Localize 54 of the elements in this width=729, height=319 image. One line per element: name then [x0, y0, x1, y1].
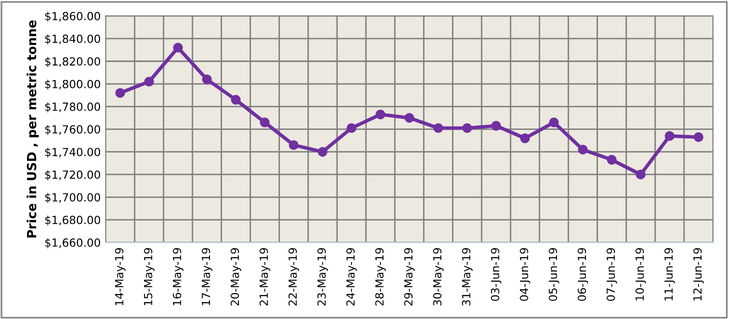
point [173, 42, 183, 53]
x-tick-label: 06-Jun-19 [578, 248, 588, 301]
x-tick-label: 03-Jun-19 [490, 248, 502, 301]
x-tick-label: 12-Jun-19 [693, 248, 704, 300]
point [202, 74, 212, 84]
point [549, 118, 559, 128]
x-tick-label: 22-May-19 [288, 248, 300, 306]
point [318, 146, 328, 157]
y-tick-label: $1,820.00 [45, 57, 100, 68]
x-tick-label: 28-May-19 [375, 248, 386, 306]
point [346, 123, 356, 133]
point [404, 113, 414, 123]
point [144, 76, 154, 86]
x-tick-label: 04-Jun-19 [520, 248, 530, 301]
x-tick-label: 23-May-19 [317, 248, 328, 306]
point [462, 123, 472, 133]
y-tick-label: $1,840.00 [45, 34, 100, 44]
y-tick-label: $1,760.00 [45, 124, 100, 136]
x-tick-label: 14-May-19 [114, 248, 126, 306]
x-tick-label: 17-May-19 [202, 248, 212, 306]
point [376, 110, 386, 120]
point [260, 118, 270, 128]
x-tick-label: 07-Jun-19 [606, 248, 618, 301]
point [578, 144, 588, 154]
x-tick-label: 10-Jun-19 [635, 248, 646, 300]
point [664, 131, 674, 141]
x-tick-label: 21-May-19 [260, 248, 270, 306]
point [520, 133, 530, 144]
x-tick-label: 20-May-19 [230, 248, 242, 306]
x-tick-label: 29-May-19 [404, 248, 415, 306]
x-tick-label: 31-May-19 [462, 248, 473, 306]
point [230, 94, 241, 105]
y-tick-label: $1,740.00 [45, 148, 100, 158]
point [288, 140, 299, 150]
y-tick-label: $1,680.00 [45, 216, 100, 226]
point [636, 170, 646, 180]
point [433, 123, 444, 133]
y-tick-label: $1,660.00 [45, 238, 100, 248]
y-tick-label: $1,800.00 [45, 80, 100, 90]
y-tick-label: $1,700.00 [45, 192, 100, 203]
x-tick-label: 30-May-19 [433, 248, 444, 306]
point [694, 132, 704, 142]
point [606, 154, 617, 165]
point [115, 88, 126, 98]
point [491, 120, 501, 131]
y-axis-title: Price in USD , per metric tonne [26, 20, 39, 238]
y-tick-label: $1,720.00 [45, 170, 100, 180]
x-tick-label: 15-May-19 [144, 248, 154, 306]
y-tick-label: $1,860.00 [45, 12, 100, 22]
y-tick-label: $1,780.00 [45, 102, 100, 112]
x-tick-label: 05-Jun-19 [548, 248, 560, 301]
x-tick-label: 11-Jun-19 [664, 248, 675, 300]
x-tick-label: 16-May-19 [172, 248, 184, 306]
x-tick-label: 24-May-19 [346, 248, 357, 306]
